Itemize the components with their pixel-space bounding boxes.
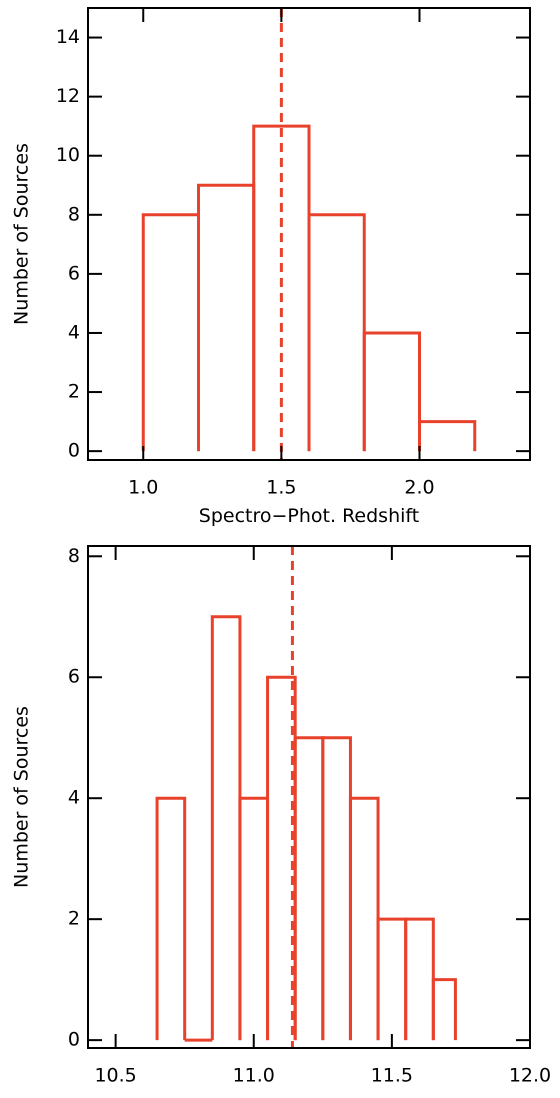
- y-tick-label: 8: [68, 545, 80, 567]
- histogram-bar: [376, 917, 408, 1041]
- histogram-bar: [141, 213, 200, 452]
- y-tick-label: 0: [68, 440, 80, 462]
- y-tick-label: 12: [56, 85, 80, 107]
- x-axis-title: Spectro−Phot. Redshift: [199, 505, 419, 527]
- histogram-bar: [404, 917, 435, 1041]
- histogram-bar: [293, 736, 325, 1041]
- y-tick-label: 6: [68, 262, 80, 284]
- x-tick-label: 1.5: [266, 477, 296, 499]
- y-axis-title: Number of Sources: [11, 706, 33, 888]
- x-axis-title-text: Spectro−Phot. Redshift: [199, 505, 419, 527]
- histogram-bar: [238, 796, 270, 1041]
- histogram-bar: [362, 331, 421, 452]
- y-tick-label: 8: [68, 203, 80, 225]
- x-tick-label: 2.0: [404, 477, 434, 499]
- histogram-bar: [431, 978, 457, 1041]
- y-tick-label: 14: [56, 26, 80, 48]
- y-tick-label: 2: [68, 908, 80, 930]
- x-tick-label: 11.5: [371, 1065, 413, 1087]
- x-tick-label: 12.0: [509, 1065, 551, 1087]
- histogram-bar: [418, 420, 477, 452]
- y-tick-label: 2: [68, 381, 80, 403]
- histogram-bar: [321, 736, 352, 1041]
- y-axis-title: Number of Sources: [11, 143, 33, 325]
- plot-frame: [87, 7, 531, 461]
- y-tick-label: 10: [56, 144, 80, 166]
- x-tick-label: 10.5: [94, 1065, 136, 1087]
- y-tick-label: 4: [68, 321, 80, 343]
- x-tick-label: 11.0: [233, 1065, 275, 1087]
- histogram-bar: [307, 213, 366, 452]
- plot-frame: [87, 545, 531, 1049]
- y-tick-label: 6: [68, 666, 80, 688]
- y-tick-label: 0: [68, 1029, 80, 1051]
- x-tick-label: 1.0: [128, 477, 158, 499]
- y-tick-label: 4: [68, 787, 80, 809]
- histogram-bar: [155, 796, 187, 1041]
- histogram-bar: [210, 615, 242, 1041]
- histogram-bar: [197, 183, 256, 452]
- histogram-bar: [348, 796, 380, 1041]
